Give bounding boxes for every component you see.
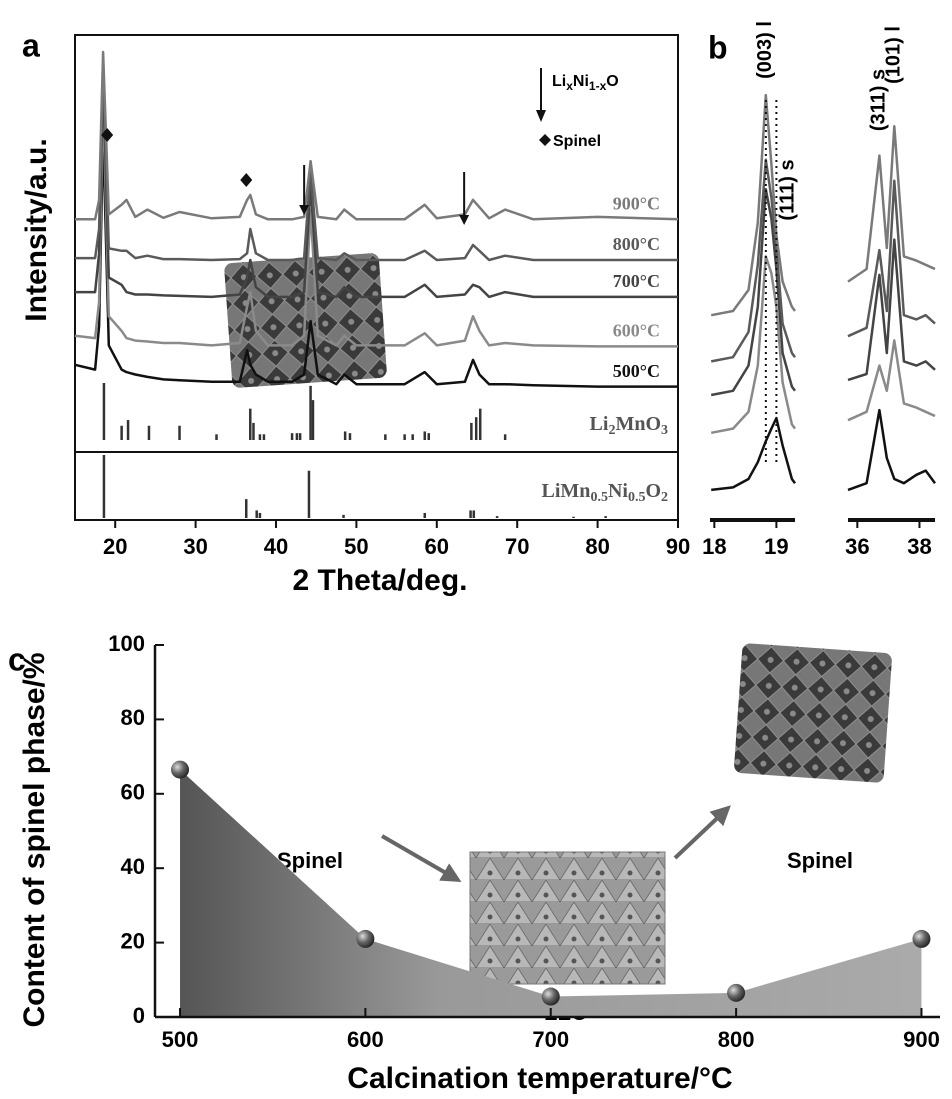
x-tick-label: 600 [347,1027,384,1052]
data-point [727,984,745,1002]
data-point [912,930,930,948]
data-line [75,64,678,260]
y-tick-label: 0 [133,1003,145,1028]
x-tick-label: 900 [903,1027,940,1052]
series-label: 500°C [613,361,660,381]
reference-label: Li2MnO3 [590,413,668,439]
data-line [848,340,935,420]
x-tick-label: 20 [103,534,127,559]
x-tick-label: 30 [183,534,207,559]
peak-arrowhead [459,215,469,225]
panel-label: a [22,27,40,63]
legend-label: LixNi1-xO [552,73,619,93]
data-line [848,181,935,336]
y-tick-label: 60 [121,780,145,805]
x-tick-label: 70 [505,534,529,559]
llo-structure [470,852,665,984]
y-tick-label: 40 [121,854,145,879]
data-line [848,126,935,281]
spinel-structure [734,643,893,783]
arrow [382,836,458,880]
peak-label: (101) l [883,26,905,84]
legend-arrowhead [536,110,546,122]
x-tick-label: 36 [845,534,869,559]
series-label: 600°C [613,320,660,340]
figure: a Intensity/a.u. 2 Theta/deg. LixNi1-xO … [0,0,952,1099]
y-tick-label: 20 [121,928,145,953]
data-point [356,930,374,948]
legend-label: Spinel [553,133,601,150]
x-tick-label: 700 [532,1027,569,1052]
inset-label: Spinel [787,848,853,873]
x-tick-label: 40 [264,534,288,559]
x-axis-label: 2 Theta/deg. [292,564,467,597]
data-point [542,988,560,1006]
arrow [675,808,728,858]
peak-diamond [240,173,252,187]
x-tick-label: 50 [344,534,368,559]
y-tick-label: 100 [108,631,145,656]
data-line [711,418,795,490]
series-label: 800°C [613,234,660,254]
x-tick-label: 60 [425,534,449,559]
x-axis-label: Calcination temperature/°C [347,1062,732,1095]
data-point [171,761,189,779]
data-line [848,410,935,490]
y-tick-label: 80 [121,705,145,730]
x-tick-label: 38 [907,534,931,559]
y-axis-label: Content of spinel phase/% [18,652,51,1027]
legend-diamond [539,134,551,146]
x-tick-label: 800 [718,1027,755,1052]
y-axis-label: Intensity/a.u. [20,138,53,321]
x-tick-label: 80 [585,534,609,559]
series-label: 700°C [613,271,660,291]
peak-label: (003) l [754,21,776,79]
x-tick-label: 500 [162,1027,199,1052]
x-tick-label: 19 [764,534,788,559]
series-label: 900°C [613,193,660,213]
x-tick-label: 18 [702,534,726,559]
reference-label: LiMn0.5Ni0.5O2 [542,480,668,506]
panel-label: b [708,29,728,65]
peak-label: (111) s [777,159,799,220]
x-tick-label: 90 [666,534,690,559]
